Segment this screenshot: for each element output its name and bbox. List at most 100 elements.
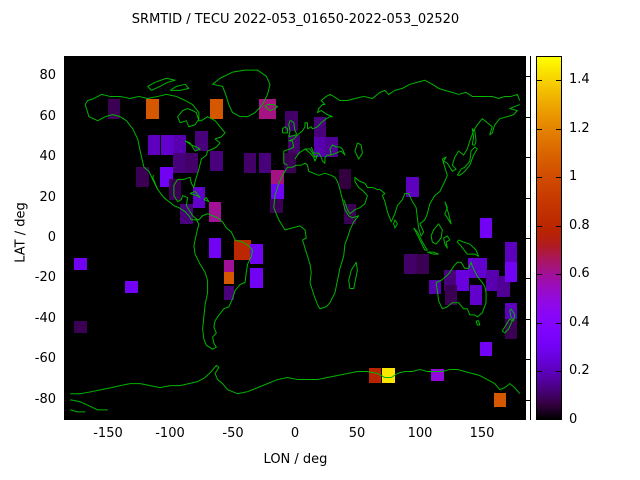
heatmap-cell [74,258,87,271]
right-axis-line [530,56,531,420]
coastline-italy [295,149,317,161]
x-axis-label: LON / deg [263,452,328,467]
heatmap-cell [74,320,87,333]
heatmap-cell [403,254,417,275]
colorbar-tick [556,274,561,275]
colorbar-tick [537,371,542,372]
coastline-baja [153,175,158,189]
colorbar-tick-label: 1 [569,169,578,184]
heatmap-cell [505,262,517,283]
x-tick-label: 100 [407,426,433,441]
heatmap-cell [250,244,263,265]
colorbar-tick [537,274,542,275]
coastline-nz-north [510,309,515,321]
y-tick-label: -80 [34,392,56,407]
colorbar [536,56,562,420]
heatmap-cell [243,153,257,174]
heatmap-cell [431,369,444,382]
coastline-antarctica [70,365,520,393]
y-tick-label: 80 [39,68,56,83]
colorbar-tick-label: 0.6 [569,266,590,281]
coastline-australia [436,262,486,317]
axis-tick [526,400,530,401]
heatmap-cell [136,167,149,188]
heatmap-cell [161,134,174,156]
heatmap-cell [270,198,283,213]
coastline-arctic-island [148,78,175,90]
coastline-philippines [445,202,451,224]
colorbar-tick [537,80,542,81]
coastline-iceland [265,105,277,111]
heatmap-cell [185,153,198,174]
heatmap-cell [428,279,442,294]
axis-tick [526,238,530,239]
heatmap-cell [250,268,263,289]
axis-tick [526,198,530,199]
heatmap-cell [505,242,517,263]
x-tick-label: 50 [348,426,366,441]
colorbar-tick [537,323,542,324]
colorbar-tick [556,177,561,178]
heatmap-cell [258,153,272,174]
heatmap-cell [505,302,517,323]
coastline-tasmania [476,321,480,325]
heatmap-cell [208,238,222,259]
coastline-asia-east [344,105,520,236]
heatmap-cell [223,285,234,300]
coastline-caspian [355,143,362,159]
coastline-borneo [431,224,442,244]
coastline-great-lakes [185,141,200,151]
heatmap-cell [210,151,223,172]
coastline-ireland [283,127,288,133]
coastline-japan [457,147,477,175]
world-coastline-svg [64,56,526,420]
x-tick-label: -150 [93,426,123,441]
colorbar-tick [556,80,561,81]
coastline-north-america [85,94,225,219]
heatmap-cell [313,136,327,158]
x-tick-label: 0 [290,426,300,441]
coastline-asia [334,80,520,100]
axis-tick [526,117,530,118]
heatmap-cell [479,342,493,357]
coastline-java [427,252,438,254]
heatmap-cell [505,318,517,340]
colorbar-tick-label: 1.2 [569,121,590,136]
heatmap-cell [208,201,222,222]
axis-tick [526,319,530,320]
colorbar-tick-label: 0.4 [569,315,590,330]
colorbar-tick [556,129,561,130]
x-tick-label: -100 [155,426,185,441]
y-tick-label: 20 [39,190,56,205]
heatmap-cell [338,169,352,190]
heatmap-cell [479,217,493,238]
coastline-europe-west [284,94,334,165]
heatmap-cell [223,260,234,273]
y-tick-label: 40 [39,149,56,164]
heatmap-cell [493,392,506,407]
y-tick-label: -40 [34,311,56,326]
y-tick-label: -60 [34,351,56,366]
coastline-madagascar [349,262,358,288]
heatmap-cell [486,270,499,291]
heatmap-cell [469,284,483,305]
coastline-sri-lanka [394,220,398,228]
colorbar-tick [556,323,561,324]
chart-title: SRMTID / TECU 2022-053_01650-2022-053_02… [131,12,460,27]
axis-tick [526,278,530,279]
heatmap-cell [146,98,159,119]
heatmap-cell [147,134,161,156]
heatmap-cell [125,280,138,293]
heatmap-cell [456,270,469,291]
heatmap-cell [223,272,234,285]
heatmap-cell [168,179,182,200]
colorbar-tick [537,129,542,130]
colorbar-tick-label: 0 [569,412,578,427]
plot-area [64,56,526,420]
heatmap-cell [382,368,395,383]
colorbar-tick [556,226,561,227]
coastline-africa [274,163,359,309]
heatmap-cell [107,98,121,119]
coastline-cuba [190,191,200,197]
coastline-new-guinea [457,240,478,256]
